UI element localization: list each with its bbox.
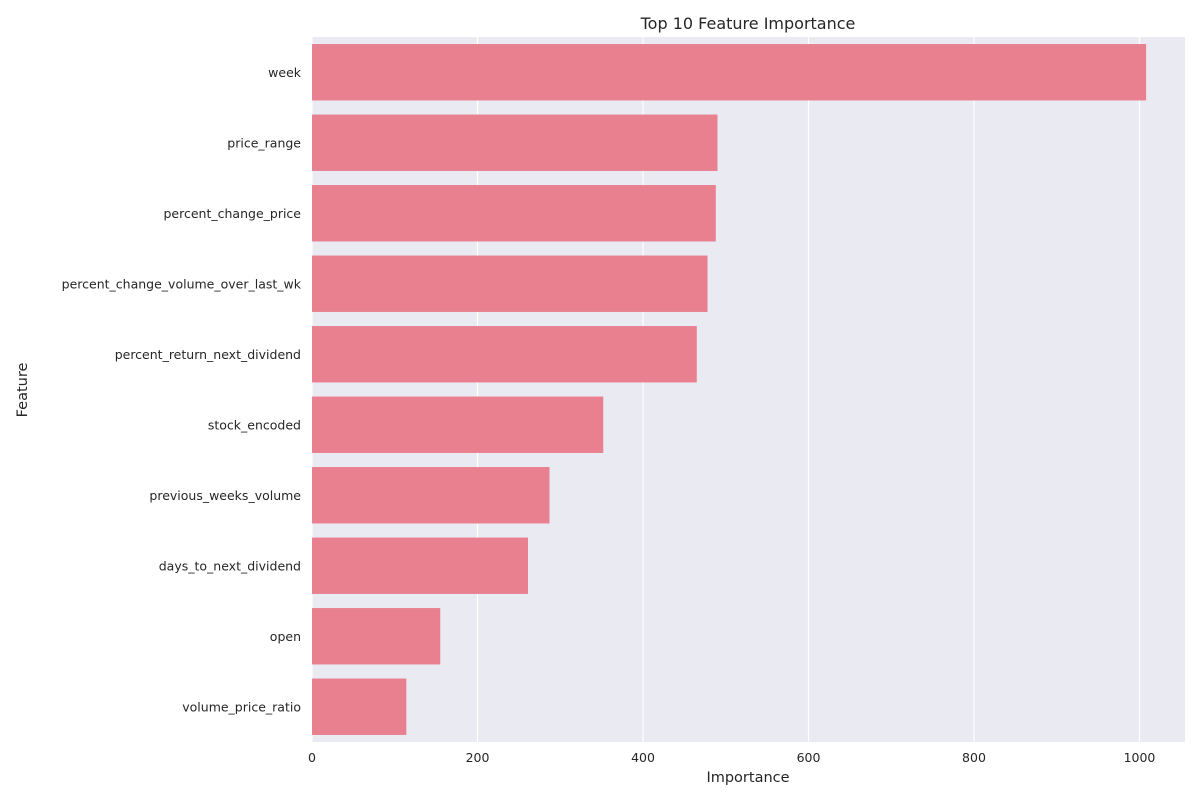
- bar-percent-return-next-dividend: [312, 326, 697, 383]
- bar-days-to-next-dividend: [312, 537, 528, 594]
- chart-title: Top 10 Feature Importance: [640, 14, 856, 33]
- x-tick-label: 200: [466, 750, 490, 765]
- y-axis-label: Feature: [15, 363, 31, 418]
- y-tick-label: volume_price_ratio: [182, 699, 301, 714]
- y-tick-label: days_to_next_dividend: [159, 558, 301, 573]
- x-tick-label: 400: [631, 750, 655, 765]
- x-axis-label: Importance: [706, 770, 789, 786]
- y-tick-label: percent_return_next_dividend: [115, 347, 301, 362]
- x-tick-label: 600: [797, 750, 821, 765]
- bar-percent-change-volume-over-last-wk: [312, 255, 708, 312]
- bars: [312, 44, 1147, 735]
- bar-percent-change-price: [312, 185, 716, 242]
- bar-week: [312, 44, 1147, 101]
- y-tick-label: stock_encoded: [208, 417, 301, 432]
- bar-price-range: [312, 114, 718, 171]
- bar-stock-encoded: [312, 396, 604, 453]
- y-tick-label: percent_change_price: [164, 206, 302, 221]
- bar-open: [312, 608, 441, 665]
- y-tick-labels: week price_range percent_change_priceperce…: [62, 65, 302, 715]
- x-tick-label: 0: [308, 750, 316, 765]
- x-tick-labels: 0 200 400 600 800 1000: [308, 750, 1155, 765]
- bar-volume-price-ratio: [312, 678, 407, 735]
- y-tick-label: price_range: [227, 135, 301, 150]
- y-tick-label: open: [270, 629, 301, 644]
- x-tick-label: 800: [962, 750, 986, 765]
- bar-previous-weeks-volume: [312, 467, 550, 524]
- y-tick-label: percent_change_volume_over_last_wk: [62, 276, 302, 291]
- y-tick-label: week: [268, 65, 302, 80]
- x-tick-label: 1000: [1124, 750, 1156, 765]
- y-tick-label: previous_weeks_volume: [149, 488, 301, 503]
